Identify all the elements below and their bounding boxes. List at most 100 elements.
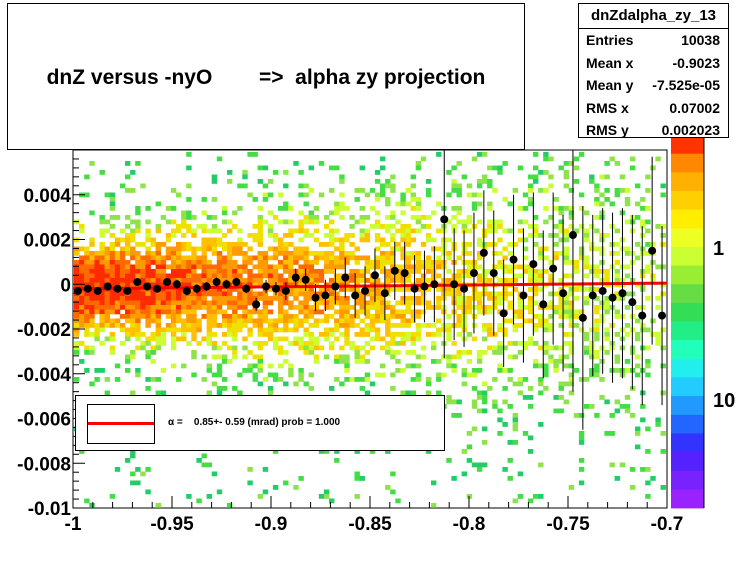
heatmap-cell <box>74 260 80 265</box>
heatmap-cell <box>344 233 350 238</box>
heatmap-cell <box>257 296 263 301</box>
heatmap-cell <box>135 260 141 265</box>
heatmap-cell <box>227 345 233 351</box>
heatmap-cell <box>487 242 493 247</box>
heatmap-cell <box>512 440 518 445</box>
heatmap-cell <box>645 269 651 274</box>
heatmap-cell <box>553 309 559 315</box>
heatmap-cell <box>487 327 493 333</box>
heatmap-cell <box>130 453 136 459</box>
heatmap-cell <box>109 350 116 355</box>
heatmap-cell <box>497 278 503 283</box>
heatmap-cell <box>456 273 462 279</box>
heatmap-cell <box>589 264 595 270</box>
heatmap-cell <box>594 372 600 378</box>
heatmap-cell <box>420 260 427 265</box>
heatmap-cell <box>359 188 365 193</box>
heatmap-cell <box>456 413 462 418</box>
heatmap-cell <box>589 372 595 378</box>
heatmap-cell <box>150 278 156 283</box>
heatmap-cell <box>451 183 457 189</box>
heatmap-cell <box>517 264 524 270</box>
heatmap-cell <box>84 273 90 279</box>
heatmap-cell <box>227 332 233 337</box>
heatmap-cell <box>283 318 289 324</box>
heatmap-cell <box>74 269 80 274</box>
heatmap-cell <box>517 471 524 477</box>
heatmap-cell <box>456 210 462 216</box>
profile-point <box>598 286 607 295</box>
heatmap-cell <box>99 318 105 324</box>
heatmap-cell <box>374 287 381 292</box>
heatmap-cell <box>517 300 524 306</box>
heatmap-cell <box>573 309 580 315</box>
heatmap-cell <box>374 219 381 225</box>
heatmap-cell <box>640 246 646 252</box>
heatmap-cell <box>308 386 314 391</box>
heatmap-cell <box>165 323 172 328</box>
heatmap-cell <box>211 341 218 346</box>
profile-point <box>133 278 142 287</box>
heatmap-cell <box>558 323 564 328</box>
heatmap-cell <box>283 242 289 247</box>
heatmap-cell <box>380 305 386 310</box>
stats-histogram-name: dnZdalpha_zy_13 <box>579 4 728 29</box>
heatmap-cell <box>344 251 350 256</box>
heatmap-cell <box>191 305 197 310</box>
heatmap-cell <box>385 305 391 310</box>
heatmap-cell <box>94 309 100 315</box>
heatmap-cell <box>308 314 314 319</box>
stats-row-mean-y: Mean y -7.525e-05 <box>579 74 728 97</box>
heatmap-cell <box>191 264 197 270</box>
profile-point <box>380 289 389 298</box>
heatmap-cell <box>89 210 95 216</box>
heatmap-cell <box>262 260 269 265</box>
heatmap-cell <box>232 260 238 265</box>
heatmap-cell <box>104 300 110 306</box>
heatmap-cell <box>517 323 524 328</box>
heatmap-cell <box>89 318 95 324</box>
heatmap-cell <box>125 278 131 283</box>
heatmap-cell <box>573 413 580 418</box>
heatmap-cell <box>405 287 411 292</box>
heatmap-cell <box>318 291 325 297</box>
fit-line <box>72 281 668 291</box>
heatmap-cell <box>369 449 376 454</box>
heatmap-cell <box>456 318 462 324</box>
heatmap-cell <box>640 390 646 396</box>
heatmap-cell <box>624 264 631 270</box>
heatmap-cell <box>99 242 105 247</box>
heatmap-cell <box>201 197 207 202</box>
heatmap-cell <box>216 368 223 373</box>
heatmap-cell <box>267 372 274 378</box>
heatmap-cell <box>252 255 258 261</box>
heatmap-cell <box>640 345 646 351</box>
heatmap-cell <box>660 449 666 454</box>
heatmap-cell <box>456 354 462 360</box>
heatmap-cell <box>645 494 651 499</box>
heatmap-cell <box>329 327 335 333</box>
heatmap-cell <box>385 278 391 283</box>
heatmap-cell <box>211 246 218 252</box>
heatmap-cell <box>364 332 371 337</box>
heatmap-cell <box>563 381 569 387</box>
heatmap-cell <box>349 377 355 382</box>
profile-point <box>370 271 379 280</box>
heatmap-cell <box>390 174 396 180</box>
heatmap-cell <box>242 354 248 360</box>
heatmap-cell <box>339 300 345 306</box>
heatmap-cell <box>466 264 473 270</box>
heatmap-cell <box>227 260 233 265</box>
heatmap-cell <box>614 192 620 198</box>
heatmap-cell <box>369 291 376 297</box>
heatmap-cell <box>114 323 121 328</box>
heatmap-cell <box>272 251 279 256</box>
heatmap-cell <box>380 237 386 243</box>
heatmap-cell <box>451 363 457 369</box>
heatmap-cell <box>410 300 416 306</box>
heatmap-cell <box>441 372 447 378</box>
heatmap-cell <box>242 251 248 256</box>
heatmap-cell <box>374 197 381 202</box>
heatmap-cell <box>415 309 422 315</box>
heatmap-cell <box>308 233 314 238</box>
